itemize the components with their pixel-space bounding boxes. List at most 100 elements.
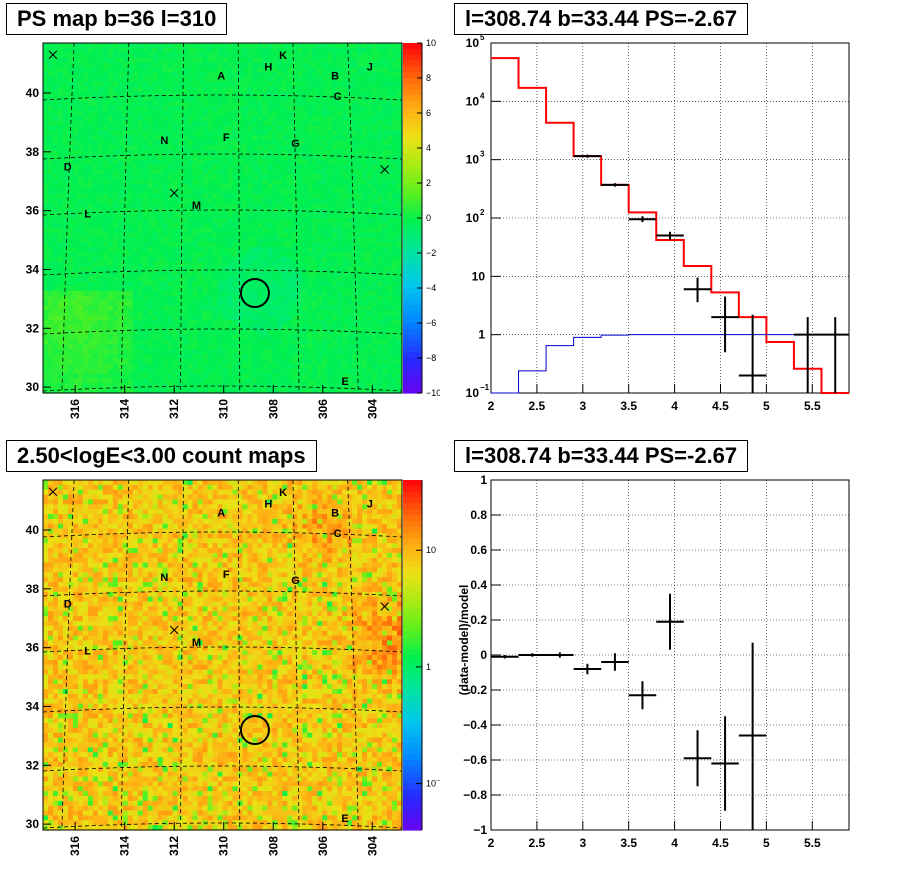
ps-map-cell — [57, 261, 64, 268]
ps-map-cell — [332, 237, 338, 243]
ps-map-cell — [382, 81, 388, 88]
ps-map-cell — [367, 96, 373, 102]
ps-map-cell — [292, 344, 298, 350]
ps-map-cell — [167, 315, 174, 321]
ps-map-cell — [312, 232, 318, 239]
ps-map-cell — [227, 179, 234, 185]
ps-map-cell — [187, 271, 194, 277]
ps-map-cell — [237, 52, 244, 59]
ps-map-cell — [297, 295, 303, 302]
ps-map-cell — [122, 358, 129, 365]
ps-map-cell — [382, 169, 388, 175]
ps-map-cell — [312, 164, 318, 170]
ps-map-cell — [287, 290, 293, 297]
ps-map-cell — [277, 354, 283, 360]
ps-map-cell — [232, 363, 239, 370]
ps-map-cell — [342, 305, 348, 311]
ps-map-cell — [117, 188, 124, 195]
ps-map-cell — [237, 271, 244, 277]
ps-map-cell — [342, 203, 348, 209]
ps-map-cell — [227, 120, 234, 127]
ps-map-cell — [43, 81, 49, 88]
ps-map-cell — [212, 111, 219, 117]
ps-map-cell — [147, 324, 154, 331]
ps-map-cell — [107, 266, 114, 273]
ps-map-cell — [217, 145, 224, 151]
ps-map-cell — [267, 62, 273, 68]
ps-map-cell — [122, 373, 129, 380]
ps-map-cell — [347, 72, 353, 78]
ps-map-cell — [97, 115, 104, 122]
ps-map-cell — [62, 276, 69, 282]
ps-map-cell — [162, 305, 169, 311]
ps-map-cell — [282, 154, 288, 161]
ps-map-cell — [342, 300, 348, 307]
ps-map-cell — [162, 339, 169, 345]
ps-map-cell — [167, 174, 174, 180]
ps-map-cell — [57, 227, 64, 234]
ps-map-cell — [167, 271, 174, 277]
ps-map-cell — [282, 378, 288, 384]
ps-map-cell — [292, 179, 298, 185]
ps-map-cell — [117, 140, 124, 146]
ps-map-cell — [57, 111, 64, 117]
ps-map-cell — [362, 227, 368, 234]
ps-map-cell — [342, 256, 348, 263]
ps-map-cell — [347, 169, 353, 175]
ps-map-cell — [347, 295, 353, 302]
ps-map-cell — [262, 329, 268, 336]
ps-map-cell — [197, 120, 204, 127]
ps-map-cell — [52, 261, 59, 268]
ps-map-cell — [377, 339, 383, 345]
ps-map-cell — [77, 213, 84, 219]
ps-map-cell — [222, 193, 229, 200]
ps-map-cell — [247, 145, 254, 151]
ps-map-cell — [272, 106, 278, 112]
ps-map-cell — [377, 47, 383, 54]
ps-map-cell — [212, 320, 219, 326]
ps-map-cell — [77, 57, 84, 64]
ps-map-cell — [152, 286, 159, 292]
ps-map-cell — [67, 149, 74, 156]
ps-map-cell — [367, 344, 373, 350]
ps-map-cell — [47, 286, 54, 292]
ps-map-cell — [347, 101, 353, 107]
ps-map-cell — [147, 329, 154, 336]
ps-map-cell — [267, 164, 273, 170]
ps-map-cell — [222, 227, 229, 234]
ps-map-cell — [317, 266, 323, 273]
ps-map-cell — [52, 324, 59, 331]
ps-map-cell — [307, 106, 313, 112]
ps-map-cell — [382, 111, 388, 117]
ps-map-cell — [352, 237, 358, 243]
ps-map-cell — [327, 295, 333, 302]
ps-map-cell — [317, 290, 323, 297]
ps-map-cell — [292, 329, 298, 336]
ps-map-cell — [212, 198, 219, 205]
ps-map-cell — [157, 349, 164, 355]
ps-map-cell — [317, 183, 323, 190]
ps-map-cell — [212, 378, 219, 384]
ps-map-cell — [332, 368, 338, 375]
ps-map-cell — [167, 149, 174, 156]
ps-map-cell — [117, 120, 124, 127]
ps-map-cell — [43, 339, 49, 345]
ps-map-cell — [322, 120, 328, 127]
ps-map-cell — [92, 281, 99, 287]
ps-map-cell — [217, 81, 224, 88]
ps-map-cell — [347, 193, 353, 200]
ps-map-cell — [322, 242, 328, 248]
ps-map-cell — [257, 232, 263, 239]
ps-map-cell — [377, 120, 383, 127]
ps-map-cell — [347, 237, 353, 243]
ps-map-cell — [227, 174, 234, 180]
ps-map-cell — [132, 52, 139, 59]
ps-map-cell — [137, 383, 144, 389]
ps-map-cell — [167, 276, 174, 282]
ps-map-cell — [72, 305, 79, 311]
ps-map-cell — [242, 349, 249, 355]
ps-map-cell — [137, 261, 144, 268]
ps-map-cell — [322, 329, 328, 336]
ps-map-cell — [72, 125, 79, 132]
ps-map-cell — [307, 135, 313, 141]
